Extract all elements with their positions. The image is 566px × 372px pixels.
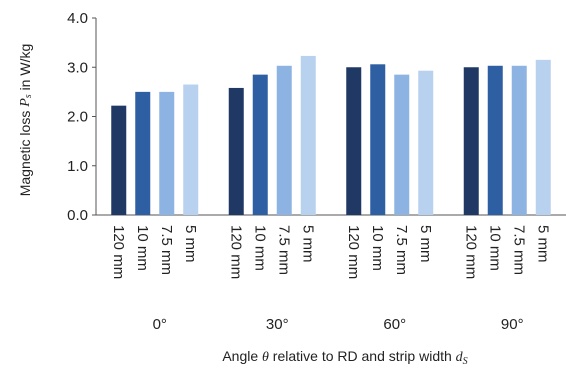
bar-category-label: 5 mm xyxy=(182,225,199,263)
x-axis-title: Angle θ relative to RD and strip width d… xyxy=(222,348,467,367)
group-label: 90° xyxy=(501,316,524,333)
y-axis-unit: in W/kg xyxy=(17,44,33,95)
plot-area: 0.0 1.0 2.0 3.0 4.0 120 mm 10 mm 7.5 mm 5 mm 0° 12… xyxy=(67,10,566,333)
bar-category-label: 10 mm xyxy=(251,225,268,271)
y-axis-subscript: s xyxy=(23,94,34,98)
bar xyxy=(135,91,151,215)
y-tick-label: 0.0 xyxy=(67,207,88,224)
bar-category-label: 120 mm xyxy=(227,225,244,279)
svg-text:Magnetic loss Ps in W/kg: Magnetic loss Ps in W/kg xyxy=(17,44,35,197)
bar xyxy=(300,55,316,215)
group-label: 60° xyxy=(383,316,406,333)
bar-category-label: 120 mm xyxy=(110,225,127,279)
y-axis-title: Magnetic loss Ps in W/kg xyxy=(17,44,35,197)
bar xyxy=(511,65,527,216)
bar xyxy=(370,64,386,215)
x-axis-theta: θ xyxy=(262,350,269,365)
group-label: 30° xyxy=(266,316,289,333)
bar xyxy=(487,65,503,216)
y-tick-label: 2.0 xyxy=(67,109,88,126)
bar xyxy=(183,84,199,215)
x-axis-title-text-2: relative to RD and strip width xyxy=(269,348,456,364)
bar-category-label: 7.5 mm xyxy=(393,225,410,275)
y-tick-label: 4.0 xyxy=(67,10,88,27)
bar xyxy=(418,70,434,215)
y-axis-symbol: P xyxy=(18,98,33,108)
y-axis-title-text: Magnetic loss xyxy=(17,107,33,196)
bar-category-label: 7.5 mm xyxy=(275,225,292,275)
bar-category-label: 5 mm xyxy=(299,225,316,263)
bar xyxy=(228,87,244,215)
bar xyxy=(394,74,410,215)
group-label: 0° xyxy=(153,316,167,333)
x-axis-subscript: S xyxy=(463,356,468,367)
svg-text:Angle θ relative to RD and st: Angle θ relative to RD and strip width d… xyxy=(222,348,467,367)
bar xyxy=(535,59,551,215)
bar xyxy=(276,65,292,216)
bar-category-label: 120 mm xyxy=(462,225,479,279)
bar-category-label: 7.5 mm xyxy=(510,225,527,275)
bar-category-label: 10 mm xyxy=(486,225,503,271)
bar-category-label: 7.5 mm xyxy=(158,225,175,275)
bar xyxy=(252,74,268,215)
bar-category-label: 10 mm xyxy=(369,225,386,271)
bar xyxy=(463,67,479,215)
bar-category-label: 120 mm xyxy=(345,225,362,279)
x-axis-symbol: d xyxy=(456,350,464,365)
bar xyxy=(111,105,127,215)
bar-category-label: 5 mm xyxy=(417,225,434,263)
bar-category-label: 10 mm xyxy=(134,225,151,271)
bar xyxy=(346,67,362,215)
bar xyxy=(159,91,175,215)
y-tick-label: 1.0 xyxy=(67,158,88,175)
bar-category-label: 5 mm xyxy=(534,225,551,263)
x-axis-title-text: Angle xyxy=(222,348,262,364)
y-tick-label: 3.0 xyxy=(67,59,88,76)
